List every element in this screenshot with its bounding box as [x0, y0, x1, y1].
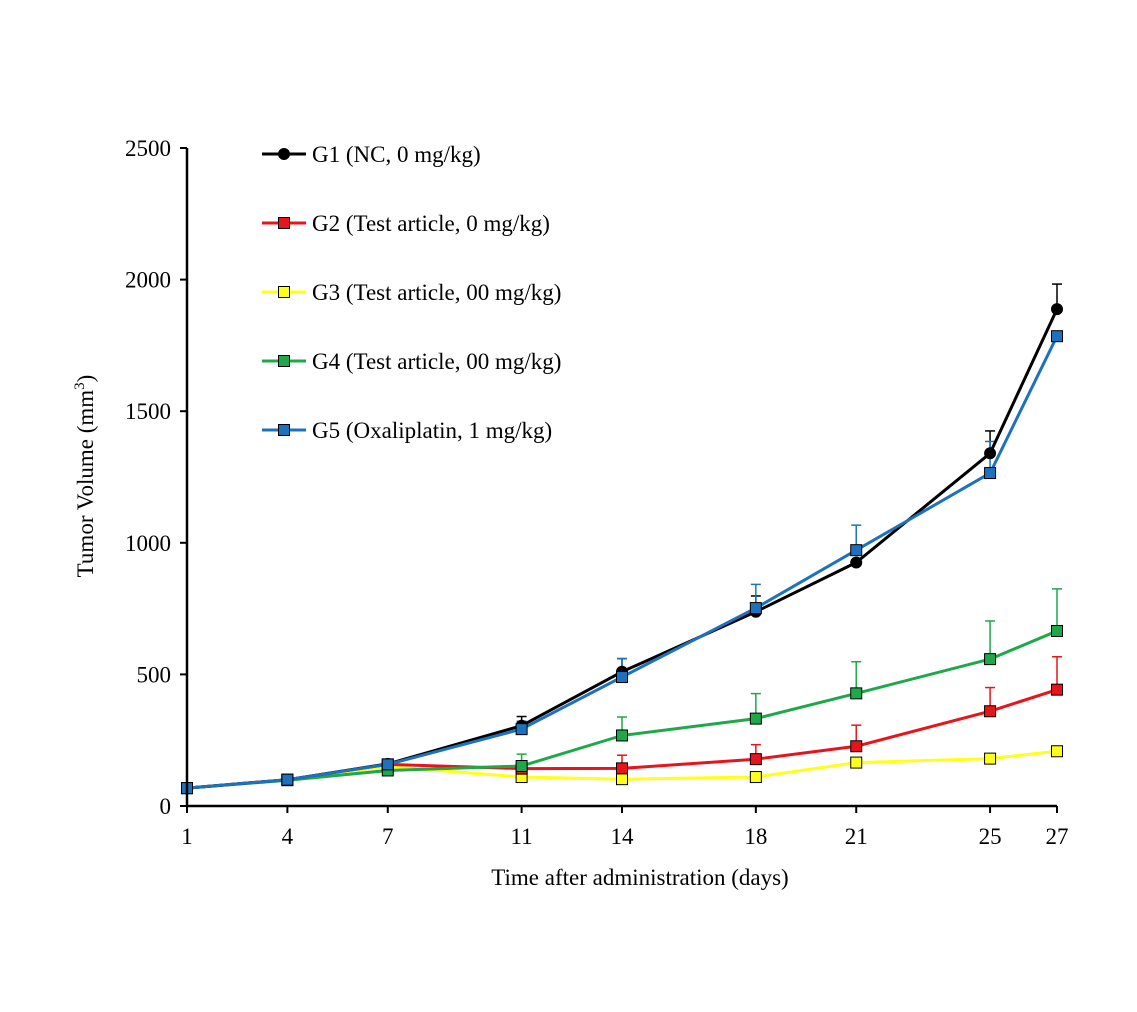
data-point: [616, 671, 628, 684]
legend-marker: [278, 217, 290, 229]
data-point: [616, 762, 628, 775]
data-point: [1051, 624, 1063, 637]
y-tick-label: 2500: [125, 136, 171, 161]
data-point: [1051, 745, 1063, 758]
data-point: [281, 773, 294, 786]
data-point: [515, 723, 528, 736]
data-point: [515, 759, 528, 772]
data-point: [850, 756, 863, 769]
data-point: [381, 758, 394, 771]
data-point: [1051, 330, 1063, 343]
legend: G1 (NC, 0 mg/kg) G2 (Test article, 0 mg/k…: [262, 142, 561, 443]
data-point: [749, 712, 762, 725]
data-point: [984, 467, 997, 480]
data-point: [616, 729, 628, 742]
x-tick-label: 18: [744, 824, 767, 849]
legend-label: G1 (NC, 0 mg/kg): [312, 142, 481, 167]
legend-marker: [278, 286, 290, 298]
legend-label: G5 (Oxaliplatin, 1 mg/kg): [312, 418, 552, 443]
x-tick-label: 11: [511, 824, 533, 849]
data-point: [850, 687, 863, 700]
y-axis-title-end: ): [73, 375, 98, 383]
data-point: [984, 653, 997, 666]
data-point: [850, 544, 863, 557]
legend-marker: [278, 148, 290, 160]
data-point: [749, 753, 762, 766]
data-point: [984, 752, 997, 765]
legend-marker: [278, 424, 290, 436]
legend-marker: [278, 355, 290, 367]
x-tick-label: 1: [181, 824, 193, 849]
y-axis-title: Tumor Volume (mm3): [72, 375, 98, 578]
series-line: [186, 308, 1059, 790]
data-point: [984, 447, 997, 460]
x-tick-label: 21: [845, 824, 868, 849]
y-tick-label: 0: [160, 794, 172, 819]
y-axis-title-main: Tumor Volume (mm: [73, 390, 98, 578]
x-tick-label: 25: [979, 824, 1002, 849]
data-point: [749, 602, 762, 615]
y-tick-label: 1500: [125, 399, 171, 424]
data-point: [1051, 303, 1063, 316]
data-point: [850, 556, 863, 569]
data-point: [850, 740, 863, 753]
data-point: [1051, 683, 1063, 696]
data-point: [984, 705, 997, 718]
legend-label: G2 (Test article, 0 mg/kg): [312, 211, 550, 236]
x-tick-label: 14: [611, 824, 635, 849]
data-point: [616, 773, 628, 786]
x-tick-label: 27: [1046, 824, 1069, 849]
y-tick-label: 500: [137, 662, 172, 687]
legend-label: G4 (Test article, 00 mg/kg): [312, 349, 561, 374]
x-axis-title: Time after administration (days): [491, 865, 788, 890]
y-axis-title-superscript: 3: [72, 382, 88, 390]
legend-label: G3 (Test article, 00 mg/kg): [312, 280, 561, 305]
error-bars-layer: [516, 283, 1062, 769]
y-tick-label: 2000: [125, 268, 171, 293]
data-point: [749, 771, 762, 784]
x-tick-label: 4: [282, 824, 294, 849]
y-tick-label: 1000: [125, 531, 171, 556]
x-tick-label: 7: [382, 824, 394, 849]
